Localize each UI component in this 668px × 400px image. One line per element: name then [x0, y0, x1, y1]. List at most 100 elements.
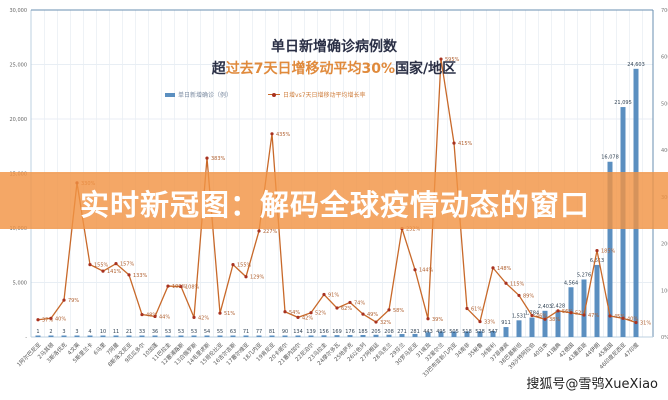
- bar-value-label: 5,276: [577, 272, 591, 278]
- rate-label: 415%: [458, 141, 473, 147]
- bar-value-label: 33: [139, 329, 145, 335]
- bar-value-label: 21,095: [614, 100, 632, 106]
- bar: [100, 335, 106, 337]
- bar: [256, 335, 262, 337]
- legend-item-line: 日增vs7天日增移动平均增长率: [268, 90, 366, 99]
- y-left-tick-label: 30,000: [10, 8, 28, 14]
- rate-label: 42%: [302, 315, 313, 321]
- rate-point: [374, 320, 378, 324]
- y-right-tick-label: 500%: [661, 101, 668, 107]
- rate-point: [387, 308, 391, 312]
- bar: [555, 310, 561, 337]
- legend-item-bar: 单日新增确诊（例）: [165, 90, 232, 99]
- bar: [503, 327, 509, 337]
- watermark: 搜狐号@雪鸮XueXiao: [526, 377, 658, 392]
- rate-point: [335, 306, 339, 310]
- bar: [477, 331, 483, 337]
- bar: [139, 335, 145, 337]
- bar-value-label: 10: [100, 329, 106, 335]
- bar: [542, 310, 548, 337]
- y-left-tick-label: 5,000: [13, 281, 27, 287]
- bar: [451, 331, 457, 337]
- rate-label: 39%: [432, 317, 443, 323]
- rate-label: 595%: [445, 57, 460, 63]
- rate-point: [452, 141, 456, 145]
- chart-subtitle: 超过去7天日增移动平均30%国家/地区: [0, 58, 668, 78]
- bar-value-label: 54: [204, 329, 210, 335]
- x-tick-label: 6马里: [92, 340, 108, 356]
- bar: [334, 335, 340, 337]
- rate-label: 89%: [523, 293, 534, 299]
- rate-point: [283, 310, 287, 314]
- rate-label: 155%: [237, 263, 252, 269]
- bar-value-label: 53: [178, 329, 184, 335]
- bar: [425, 332, 431, 337]
- rate-label: 232%: [406, 227, 421, 233]
- banner-text: 实时新冠图：解码全球疫情动态的窗口: [80, 188, 591, 222]
- bar-value-label: 4: [88, 329, 91, 335]
- rate-label: 37%: [42, 318, 53, 324]
- bar-value-label: 2,403: [538, 304, 552, 310]
- rate-point: [244, 275, 248, 279]
- bar: [152, 335, 158, 337]
- bar: [178, 335, 184, 337]
- rate-label: 61%: [471, 307, 482, 313]
- rate-label: 185%: [601, 249, 616, 255]
- bar-value-label: 518: [462, 329, 472, 335]
- bar: [74, 335, 80, 337]
- rate-point: [426, 317, 430, 321]
- bar-value-label: 495: [436, 329, 446, 335]
- rate-point: [439, 57, 443, 61]
- bar: [373, 334, 379, 337]
- rate-label: 141%: [107, 269, 122, 275]
- legend-bar-swatch: [165, 92, 175, 97]
- rate-point: [166, 284, 170, 288]
- rate-label: 33%: [484, 320, 495, 326]
- bar-value-label: 134: [293, 329, 303, 335]
- rate-label: 40%: [627, 316, 638, 322]
- bar: [607, 161, 613, 337]
- x-tick-label: 47印度: [622, 340, 641, 359]
- rate-point: [231, 262, 235, 267]
- rate-label: 62%: [341, 306, 352, 312]
- rate-point: [270, 132, 274, 136]
- rate-point: [543, 317, 547, 321]
- bar-value-label: 443: [423, 329, 433, 335]
- bar: [594, 264, 600, 337]
- bar-value-label: 4,564: [564, 280, 578, 286]
- rate-label: 31%: [640, 321, 651, 327]
- bar-value-label: 77: [256, 329, 262, 335]
- rate-label: 155%: [94, 263, 109, 269]
- rate-label: 91%: [328, 292, 339, 298]
- rate-label: 46%: [536, 314, 547, 320]
- rate-label: 129%: [250, 275, 265, 281]
- legend-line-swatch: [268, 92, 281, 97]
- bar-value-label: 16,078: [601, 155, 619, 161]
- rate-label: 144%: [419, 268, 434, 274]
- bar: [516, 320, 522, 337]
- rate-label: 133%: [133, 273, 148, 279]
- bar: [360, 334, 366, 337]
- bar: [490, 331, 496, 337]
- rate-label: 52%: [315, 311, 326, 317]
- rate-label: 115%: [510, 281, 525, 287]
- rate-point: [582, 313, 586, 317]
- legend: 单日新增确诊（例） 日增vs7天日增移动平均增长率: [165, 90, 366, 99]
- bar-value-label: 63: [230, 329, 236, 335]
- rate-point: [127, 273, 131, 277]
- rate-point: [218, 311, 222, 315]
- legend-line-label: 日增vs7天日增移动平均增长率: [283, 92, 366, 99]
- bar: [438, 331, 444, 337]
- y-left-tick-label: 10,000: [10, 226, 28, 232]
- rate-point: [413, 268, 417, 272]
- bar: [581, 279, 587, 337]
- bar: [165, 335, 171, 337]
- bar-value-label: 3: [62, 329, 65, 335]
- rate-label: 47%: [588, 313, 599, 319]
- bar-value-label: 2: [49, 329, 52, 335]
- rate-label: 49%: [367, 312, 378, 318]
- rate-point: [62, 298, 66, 302]
- rate-point: [179, 284, 183, 289]
- bar: [61, 335, 67, 337]
- rate-label: 79%: [68, 298, 79, 304]
